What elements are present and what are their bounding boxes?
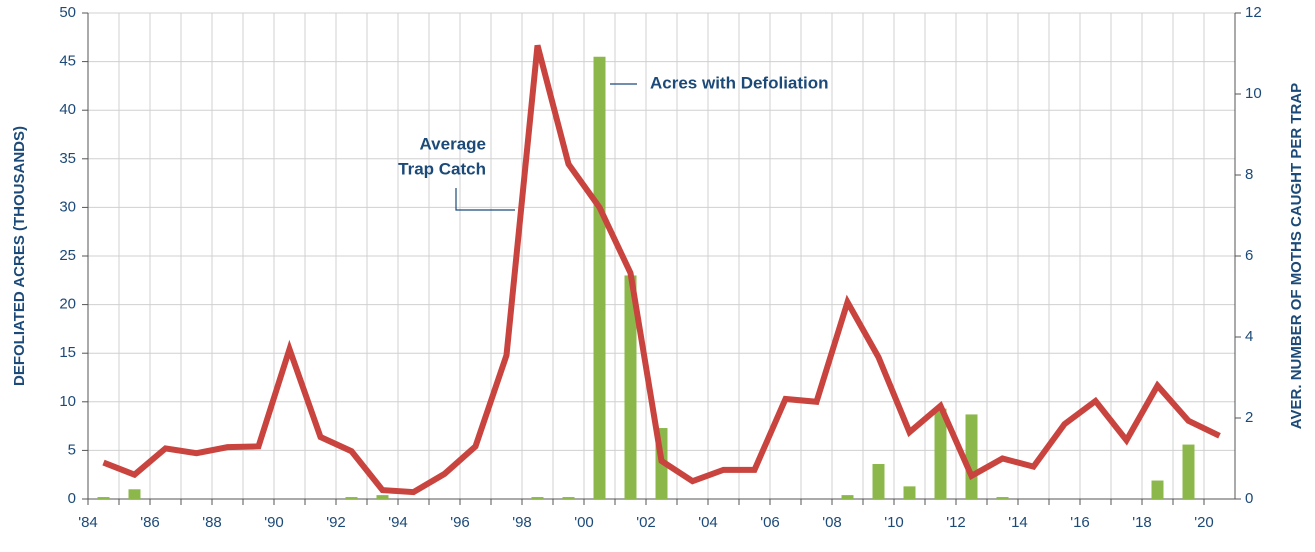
y-tick-label: 20 (59, 296, 76, 313)
x-tick-label: '06 (760, 514, 780, 531)
y2-tick-label: 12 (1245, 4, 1262, 21)
y-tick-label: 10 (59, 393, 76, 410)
y-tick-label: 5 (68, 441, 76, 458)
x-tick-label: '04 (698, 514, 718, 531)
bar (97, 497, 110, 499)
x-tick-label: '08 (822, 514, 842, 531)
bar-annotation: Acres with Defoliation (650, 73, 829, 92)
y-tick-label: 25 (59, 247, 76, 264)
y-tick-label: 40 (59, 101, 76, 118)
x-tick-label: '96 (450, 514, 470, 531)
y-tick-label: 30 (59, 198, 76, 215)
y-tick-label: 15 (59, 344, 76, 361)
y-tick-label: 50 (59, 4, 76, 21)
x-tick-label: '84 (78, 514, 98, 531)
bar (376, 495, 389, 499)
y-tick-label: 35 (59, 150, 76, 167)
bar (562, 497, 575, 499)
x-tick-label: '92 (326, 514, 346, 531)
x-tick-label: '94 (388, 514, 408, 531)
x-tick-label: '16 (1070, 514, 1090, 531)
bar (996, 497, 1009, 499)
bar (841, 495, 854, 499)
x-tick-label: '10 (884, 514, 904, 531)
y2-tick-label: 2 (1245, 409, 1253, 426)
y-axis-label: DEFOLIATED ACRES (THOUSANDS) (11, 126, 28, 386)
line (102, 44, 1221, 496)
x-tick-label: '98 (512, 514, 532, 531)
x-tick-label: '18 (1132, 514, 1152, 531)
y2-axis-label: AVER. NUMBER OF MOTHS CAUGHT PER TRAP (1288, 83, 1305, 429)
x-tick-label: '00 (574, 514, 594, 531)
y2-tick-label: 8 (1245, 166, 1253, 183)
y2-tick-label: 0 (1245, 490, 1253, 507)
bar (624, 275, 637, 499)
line-annotation: Average (420, 134, 486, 153)
y2-tick-label: 10 (1245, 85, 1262, 102)
x-tick-label: '12 (946, 514, 966, 531)
y-tick-label: 45 (59, 53, 76, 70)
y-tick-label: 0 (68, 490, 76, 507)
line-annotation: Trap Catch (398, 159, 486, 178)
bar (934, 408, 947, 499)
leader-line (455, 188, 515, 211)
y2-tick-label: 4 (1245, 328, 1253, 345)
bar (903, 486, 916, 499)
bar (128, 489, 141, 499)
x-tick-label: '88 (202, 514, 222, 531)
bar (531, 497, 544, 499)
x-tick-label: '20 (1194, 514, 1214, 531)
bar (345, 497, 358, 499)
x-tick-label: '02 (636, 514, 656, 531)
bar (1151, 480, 1164, 499)
y2-tick-label: 6 (1245, 247, 1253, 264)
bar (965, 414, 978, 499)
x-tick-label: '86 (140, 514, 160, 531)
bar (1182, 444, 1195, 499)
bar (872, 464, 885, 499)
x-tick-label: '90 (264, 514, 284, 531)
bar (593, 56, 606, 500)
x-tick-label: '14 (1008, 514, 1028, 531)
